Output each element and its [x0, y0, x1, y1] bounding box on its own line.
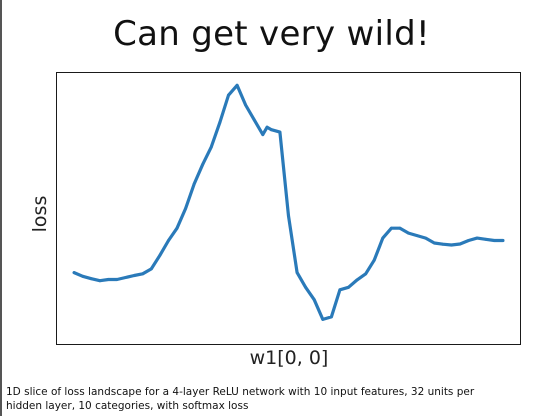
loss-point-10	[158, 253, 162, 257]
loss-point-3	[98, 279, 102, 283]
x-axis-label: w1[0, 0]	[249, 347, 329, 369]
loss-point-38	[390, 226, 393, 230]
loss-point-37	[381, 236, 385, 240]
loss-point-47	[467, 239, 470, 242]
loss-point-24	[270, 128, 273, 132]
loss-point-27	[295, 271, 299, 274]
loss-point-26	[287, 214, 290, 218]
loss-point-44	[441, 242, 445, 246]
loss-point-28	[304, 285, 307, 289]
loss-point-21	[252, 118, 256, 122]
loss-point-15	[201, 162, 205, 166]
loss-point-31	[330, 315, 333, 319]
loss-point-0	[72, 271, 76, 274]
loss-point-14	[192, 182, 196, 186]
loss-point-16	[209, 145, 213, 149]
loss-point-22	[261, 133, 265, 136]
loss-point-30	[321, 318, 325, 321]
loss-point-32	[338, 288, 342, 292]
loss-point-46	[458, 242, 462, 246]
loss-point-25	[278, 130, 282, 134]
loss-point-42	[424, 236, 428, 240]
loss-point-8	[141, 272, 145, 276]
loss-point-2	[89, 277, 93, 281]
loss-point-13	[184, 207, 187, 210]
loss-point-6	[124, 276, 127, 279]
slide-title: Can get very wild!	[113, 14, 430, 54]
loss-point-50	[492, 239, 496, 242]
loss-point-49	[484, 237, 488, 241]
loss-point-45	[450, 243, 453, 247]
loss-point-9	[149, 267, 153, 271]
loss-point-35	[364, 272, 368, 276]
loss-point-36	[372, 258, 376, 262]
loss-point-40	[407, 231, 410, 235]
chart-plot-area	[56, 72, 521, 345]
loss-point-48	[475, 236, 479, 240]
loss-point-33	[347, 285, 350, 289]
loss-point-29	[312, 298, 316, 302]
loss-point-51	[501, 239, 505, 242]
loss-point-43	[432, 241, 436, 245]
loss-point-34	[355, 278, 359, 282]
loss-point-18	[227, 93, 230, 97]
loss-point-1	[81, 274, 85, 278]
loss-point-39	[398, 226, 402, 230]
y-axis-label: loss	[29, 195, 51, 233]
figure-caption: 1D slice of loss landscape for a 4-layer…	[6, 386, 475, 412]
loss-series-line	[72, 83, 505, 321]
loss-point-19	[235, 83, 239, 87]
loss-point-20	[244, 103, 248, 107]
loss-point-5	[115, 278, 119, 281]
loss-point-41	[415, 234, 419, 238]
slide-left-border	[0, 0, 2, 416]
loss-point-7	[132, 274, 136, 277]
loss-point-23	[265, 125, 269, 129]
loss-point-12	[175, 226, 179, 230]
loss-point-17	[218, 120, 222, 124]
loss-point-11	[167, 239, 170, 242]
loss-point-4	[107, 278, 110, 281]
loss-line-chart	[72, 83, 505, 321]
